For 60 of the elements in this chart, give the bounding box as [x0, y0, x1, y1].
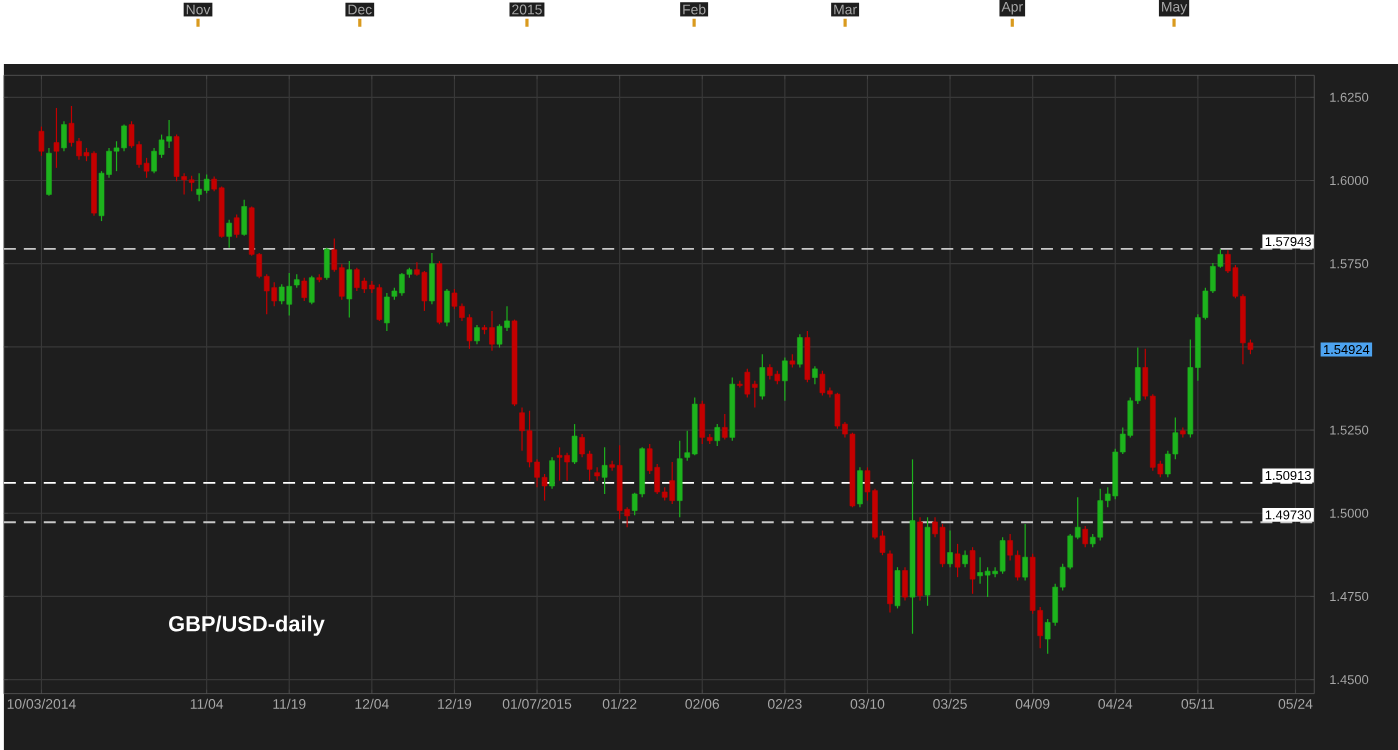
- candlestick: [571, 423, 578, 465]
- candlestick: [121, 123, 127, 152]
- candlestick: [782, 356, 788, 402]
- candlestick: [797, 333, 803, 369]
- candlestick: [804, 330, 811, 383]
- candlestick: [151, 147, 157, 174]
- candlestick: [376, 283, 383, 322]
- candlestick: [354, 266, 360, 292]
- candlestick: [1022, 523, 1028, 581]
- candlestick: [46, 147, 52, 197]
- candlestick: [616, 444, 623, 520]
- candlestick: [699, 400, 706, 445]
- candlestick: [399, 272, 405, 297]
- candlestick: [233, 213, 240, 239]
- candlestick: [902, 566, 908, 601]
- candlestick: [947, 529, 953, 568]
- candlestick: [676, 440, 683, 518]
- candlestick: [939, 523, 946, 568]
- candlestick: [61, 120, 67, 152]
- candlestick: [714, 423, 721, 447]
- candlestick: [226, 219, 232, 249]
- candlestick: [969, 546, 976, 595]
- candlestick: [324, 247, 330, 281]
- candlestick: [857, 466, 863, 508]
- candlestick: [1097, 487, 1104, 542]
- candlestick: [278, 283, 285, 305]
- candlestick: [196, 172, 202, 202]
- candlestick: [203, 173, 210, 194]
- text: GBP/USD-daily: [169, 615, 325, 636]
- candlestick: [759, 353, 766, 400]
- candlestick: [286, 272, 293, 317]
- candlestick: [429, 252, 435, 305]
- candlestick: [474, 324, 480, 345]
- candlestick: [669, 461, 675, 505]
- candlestick: [38, 125, 45, 157]
- candlestick: [752, 380, 758, 408]
- candlestick: [421, 270, 428, 312]
- candlestick: [977, 556, 983, 585]
- candlestick: [834, 392, 841, 430]
- candlestick: [999, 536, 1006, 575]
- candlestick: [894, 566, 901, 609]
- candlestick: [954, 543, 961, 578]
- candlestick: [819, 370, 826, 396]
- candlestick: [1082, 525, 1088, 548]
- candlestick: [549, 456, 555, 490]
- candlestick: [556, 446, 563, 482]
- candlestick: [301, 276, 308, 302]
- candlestick: [489, 310, 495, 352]
- candlestick: [309, 274, 315, 305]
- candlestick: [271, 281, 278, 307]
- candlestick: [53, 107, 60, 169]
- candlestick: [166, 119, 172, 149]
- candlestick: [601, 446, 608, 495]
- candlestick: [744, 368, 751, 398]
- candlestick: [384, 292, 390, 332]
- candlestick: [444, 288, 450, 327]
- candlestick: [564, 452, 570, 482]
- candlestick: [346, 260, 353, 319]
- candlestick: [241, 199, 247, 237]
- candlestick: [722, 413, 728, 440]
